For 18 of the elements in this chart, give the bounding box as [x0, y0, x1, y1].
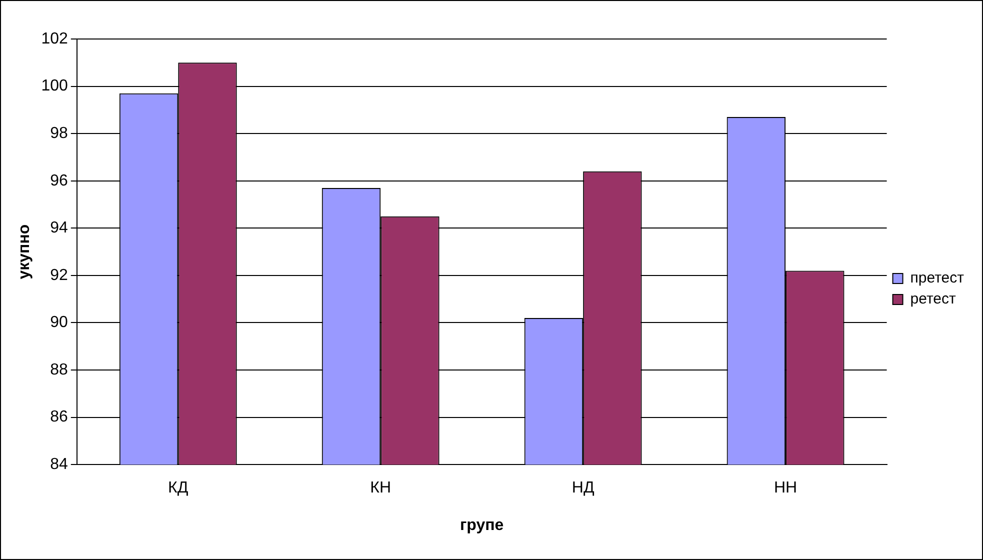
y-tick-label: 88	[50, 361, 68, 378]
y-tick-label: 92	[50, 266, 68, 284]
x-tick-label: КД	[168, 480, 188, 497]
legend-label: претест	[910, 270, 964, 287]
y-tick-label: 98	[50, 124, 68, 142]
x-tick-label: КН	[370, 480, 392, 497]
y-axis-title: укупно	[16, 224, 34, 280]
y-tick-label: 96	[50, 172, 68, 190]
x-tick-label: НД	[572, 480, 594, 497]
y-tick-label: 102	[41, 30, 68, 48]
x-tick-label: НН	[774, 480, 798, 497]
y-tick-label: 90	[50, 314, 68, 332]
x-axis-title: групе	[460, 516, 504, 534]
y-tick-label: 100	[41, 78, 68, 95]
y-tick-label: 94	[50, 220, 68, 237]
legend-label: ретест	[910, 290, 956, 308]
y-tick-label: 84	[50, 456, 68, 474]
y-tick-label: 86	[50, 408, 68, 426]
